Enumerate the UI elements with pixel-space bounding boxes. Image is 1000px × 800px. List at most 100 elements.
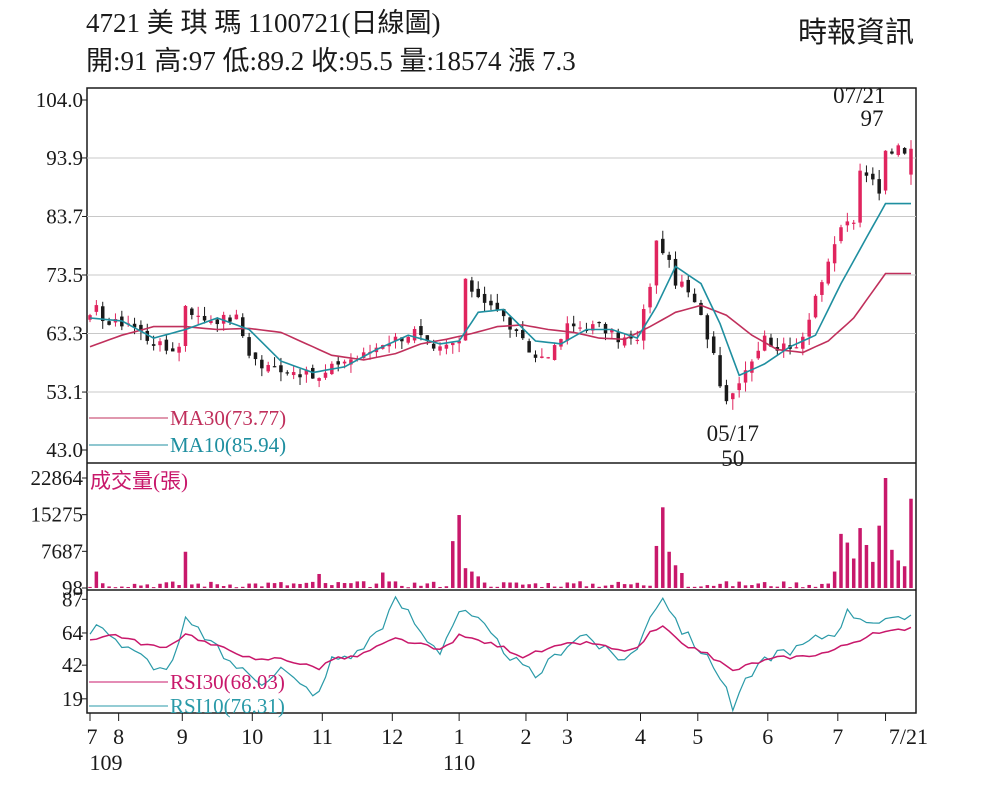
candle-body xyxy=(145,330,150,341)
volume-bar xyxy=(559,586,563,588)
volume-bar xyxy=(107,586,111,588)
month-label: 3 xyxy=(562,724,573,749)
candle-body xyxy=(686,279,690,293)
volume-bar xyxy=(762,582,767,588)
volume-bar xyxy=(431,581,436,588)
volume-bar xyxy=(132,583,137,588)
volume-bar xyxy=(756,583,761,588)
volume-bar xyxy=(571,583,576,588)
volume-bar xyxy=(635,582,640,588)
volume-bar xyxy=(527,584,531,588)
volume-bar xyxy=(603,585,608,588)
candle-body xyxy=(463,278,468,341)
volume-bar xyxy=(336,582,340,588)
candle-body xyxy=(851,222,856,224)
volume-bar xyxy=(113,587,118,589)
candle-body xyxy=(546,357,550,359)
candle-body xyxy=(635,339,640,342)
candle-body xyxy=(781,343,786,350)
volume-bar xyxy=(234,587,239,589)
volume-bar xyxy=(661,507,665,588)
candle-body xyxy=(100,306,105,322)
volume-bar xyxy=(902,566,907,588)
candle-body xyxy=(756,350,761,359)
candle-body xyxy=(896,145,901,155)
candle-body xyxy=(425,335,430,342)
volume-bar xyxy=(221,586,226,588)
volume-bar xyxy=(419,585,423,588)
volume-bar xyxy=(673,565,678,588)
volume-bar xyxy=(750,585,754,588)
volume-bar xyxy=(705,585,710,588)
volume-bar xyxy=(298,583,302,588)
volume-bar xyxy=(291,583,296,588)
volume-bar xyxy=(330,585,334,588)
volume-bar xyxy=(164,582,169,588)
volume-bar xyxy=(470,571,474,588)
volume-bar xyxy=(737,581,741,588)
candle-body xyxy=(667,254,671,260)
candle-body xyxy=(209,320,213,323)
candle-body xyxy=(731,393,735,400)
volume-bar xyxy=(368,586,372,588)
volume-bar xyxy=(839,533,843,588)
volume-bar xyxy=(616,581,620,588)
candle-body xyxy=(342,361,347,364)
candle-body xyxy=(107,321,111,325)
rsi-tick-label: 64 xyxy=(62,621,84,645)
candle-body xyxy=(495,302,500,310)
volume-bar xyxy=(552,586,557,588)
candle-body xyxy=(648,286,652,308)
volume-bar xyxy=(546,582,550,588)
volume-bar xyxy=(381,572,385,588)
volume-bar xyxy=(896,560,901,588)
candle-body xyxy=(705,315,710,340)
volume-bar xyxy=(151,587,156,589)
volume-tick-label: 98 xyxy=(62,576,83,600)
low-value-label: 50 xyxy=(721,446,744,471)
volume-bar xyxy=(451,541,455,588)
candle-body xyxy=(482,293,487,303)
candle-body xyxy=(508,317,512,330)
volume-bar xyxy=(240,586,245,588)
volume-bar xyxy=(801,587,805,589)
candle-body xyxy=(190,308,194,315)
rsi-tick-label: 87 xyxy=(62,587,83,611)
month-label: 9 xyxy=(177,724,188,749)
candle-body xyxy=(820,282,824,295)
candle-body xyxy=(641,308,646,341)
candle-body xyxy=(291,372,296,376)
volume-bar xyxy=(832,571,837,588)
candle-body xyxy=(514,329,519,332)
candle-body xyxy=(883,150,888,191)
volume-bar xyxy=(253,583,258,588)
volume-bar xyxy=(374,583,379,588)
candle-body xyxy=(737,383,741,391)
volume-bar xyxy=(858,528,862,588)
candle-body xyxy=(279,365,283,373)
price-tick-label: 93.9 xyxy=(46,146,83,170)
candle-body xyxy=(387,343,391,347)
candle-body xyxy=(88,315,92,320)
candle-body xyxy=(431,343,436,349)
candle-body xyxy=(393,336,398,342)
volume-bar xyxy=(482,582,487,588)
chart-frame xyxy=(86,87,917,714)
volume-bar xyxy=(170,581,175,588)
volume-bar xyxy=(94,571,99,588)
volume-bar xyxy=(775,586,780,588)
volume-bar xyxy=(323,583,328,588)
volume-bar xyxy=(667,551,671,588)
candle-body xyxy=(591,324,595,331)
volume-bar xyxy=(349,583,353,588)
volume-bar xyxy=(514,582,519,588)
price-tick-label: 63.3 xyxy=(46,322,83,346)
candle-body xyxy=(476,288,480,298)
volume-bar xyxy=(565,582,570,588)
candle-body xyxy=(692,293,697,303)
volume-bar xyxy=(393,581,398,588)
volume-tick-label: 7687 xyxy=(41,539,83,563)
volume-bar xyxy=(342,583,347,588)
volume-bar xyxy=(731,586,735,588)
candle-body xyxy=(699,302,703,316)
